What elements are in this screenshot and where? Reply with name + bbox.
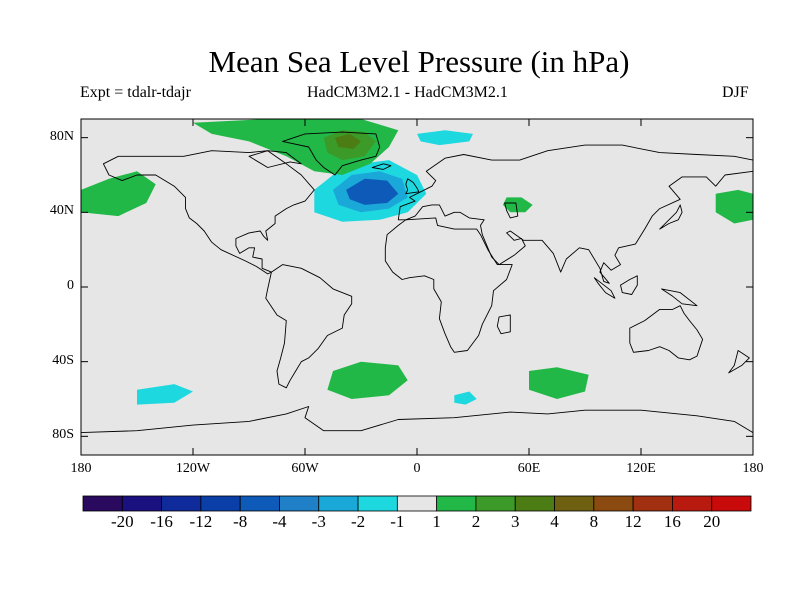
colorbar-swatch xyxy=(318,495,359,512)
colorbar-swatch xyxy=(672,495,713,512)
colorbar-swatch xyxy=(632,495,673,512)
lat-label: 80N xyxy=(49,128,74,144)
lon-label: 120E xyxy=(626,461,656,476)
anomaly-s-atlantic-high xyxy=(327,361,408,399)
colorbar-label: 1 xyxy=(432,512,441,531)
colorbar-swatch xyxy=(475,495,516,512)
coastline-new-guinea xyxy=(661,288,698,307)
experiment-label: Expt = tdalr-tdajr xyxy=(80,84,191,101)
colorbar-label: 16 xyxy=(663,512,681,531)
colorbar-label: -20 xyxy=(110,512,134,531)
lat-label: 80S xyxy=(52,427,74,443)
coastline-south-america xyxy=(265,264,353,389)
colorbar-swatch xyxy=(554,495,595,512)
lon-label: 180 xyxy=(70,461,92,476)
colorbar-label: 3 xyxy=(510,512,520,531)
coastline-iceland xyxy=(371,163,392,170)
colorbar-label: -12 xyxy=(189,512,213,531)
lat-label: 0 xyxy=(67,278,74,293)
model-label: HadCM3M2.1 - HadCM3M2.1 xyxy=(307,84,508,101)
colorbar-label: -16 xyxy=(150,512,173,531)
coastline-eurasia xyxy=(397,144,753,284)
colorbar-swatch xyxy=(514,495,555,512)
coastline-antarctica xyxy=(81,406,753,455)
coastline-madagascar xyxy=(496,314,511,335)
anomaly-s-atlantic-east-low xyxy=(454,391,477,405)
anomaly-central-asia-high xyxy=(502,197,533,213)
lat-label: 40S xyxy=(52,352,74,368)
lon-label: 60E xyxy=(517,461,541,476)
anomaly-barents-low xyxy=(417,130,473,146)
anomaly-s-indian-high xyxy=(529,367,589,399)
colorbar-label: -8 xyxy=(233,512,248,531)
colorbar-swatch xyxy=(200,495,241,512)
colorbar-swatch xyxy=(396,495,438,512)
lon-label: 120W xyxy=(175,461,211,476)
season-label: DJF xyxy=(722,84,749,101)
coastline-greenland xyxy=(282,131,381,176)
colorbar-label: -1 xyxy=(390,512,405,531)
colorbar-label: 20 xyxy=(703,512,721,531)
colorbar-label: 2 xyxy=(471,512,481,531)
lon-label: 60W xyxy=(291,461,319,476)
colorbar-swatch xyxy=(161,495,202,512)
anomaly-n-atlantic-low-core xyxy=(346,178,399,205)
colorbar-swatch xyxy=(711,495,752,512)
colorbar-swatch xyxy=(593,495,634,512)
colorbar-swatch xyxy=(239,495,280,512)
coastline-africa xyxy=(384,217,513,353)
lon-label: 180 xyxy=(742,461,764,476)
lon-label: 0 xyxy=(413,461,421,476)
colorbar-label: 8 xyxy=(589,512,599,531)
anomaly-w-pacific-high xyxy=(715,189,753,224)
colorbar-swatch xyxy=(357,495,398,512)
coastline-north-america xyxy=(102,150,315,275)
colorbar-label: 12 xyxy=(624,512,642,531)
colorbar-swatch xyxy=(436,495,477,512)
coastline-new-zealand xyxy=(728,350,750,374)
coastline-caspian xyxy=(504,202,519,219)
coastline-japan xyxy=(659,204,683,230)
colorbar-label: 4 xyxy=(550,512,559,531)
coastline-australia xyxy=(629,305,704,361)
coastline-uk xyxy=(405,178,420,195)
map-title: Mean Sea Level Pressure (in hPa) xyxy=(208,44,630,79)
anomaly-n-pacific-east-high xyxy=(81,171,156,217)
colorbar-swatch xyxy=(121,495,162,512)
colorbar-label: -2 xyxy=(350,512,366,531)
coastline-sumatra xyxy=(593,277,616,299)
anomaly-s-pacific-low xyxy=(137,384,193,405)
colorbar-label: -3 xyxy=(311,512,326,531)
colorbar-label: -4 xyxy=(272,512,287,531)
coastline-baffin xyxy=(248,150,302,168)
colorbar-swatch xyxy=(82,495,123,512)
coastline-borneo xyxy=(620,275,638,295)
colorbar-swatch xyxy=(279,495,320,512)
anomaly-greenland-high-peak xyxy=(334,133,361,149)
map-background xyxy=(81,119,753,455)
lat-label: 40N xyxy=(49,203,74,219)
